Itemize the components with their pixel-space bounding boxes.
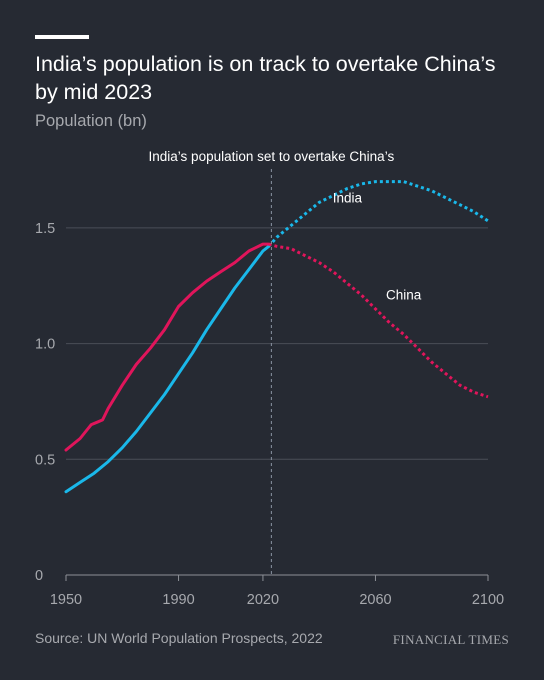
y-tick-label: 0 bbox=[35, 568, 43, 584]
china-line-projection bbox=[268, 242, 489, 399]
india-series-label: India bbox=[333, 190, 363, 205]
india-line-projection bbox=[267, 180, 489, 248]
india-line-historical bbox=[64, 244, 271, 494]
china-series-label: China bbox=[386, 288, 422, 303]
x-tick-label: 2100 bbox=[472, 592, 504, 608]
y-tick-label: 1.0 bbox=[35, 337, 55, 353]
axes: 0 0.5 1.0 1.5 1950 1990 2020 2060 2100 bbox=[35, 221, 504, 608]
y-tick-label: 0.5 bbox=[35, 452, 55, 468]
x-tick-label: 2060 bbox=[359, 592, 391, 608]
gridlines bbox=[66, 227, 488, 460]
publisher-brand: FINANCIAL TIMES bbox=[392, 632, 509, 647]
x-tick-label: 1950 bbox=[50, 592, 82, 608]
chart-title: India’s population is on track to overta… bbox=[35, 52, 496, 104]
series-lines: India China bbox=[64, 180, 489, 494]
chart-subtitle: Population (bn) bbox=[35, 112, 147, 130]
x-tick-label: 1990 bbox=[162, 592, 194, 608]
overtake-annotation: India’s population set to overtake China… bbox=[149, 149, 395, 164]
source-note: Source: UN World Population Prospects, 2… bbox=[35, 630, 323, 646]
x-tick-label: 2020 bbox=[247, 592, 279, 608]
annotations: India’s population set to overtake China… bbox=[149, 149, 395, 575]
title-accent-bar bbox=[35, 35, 89, 39]
y-tick-label: 1.5 bbox=[35, 221, 55, 237]
china-line-historical bbox=[64, 242, 271, 452]
